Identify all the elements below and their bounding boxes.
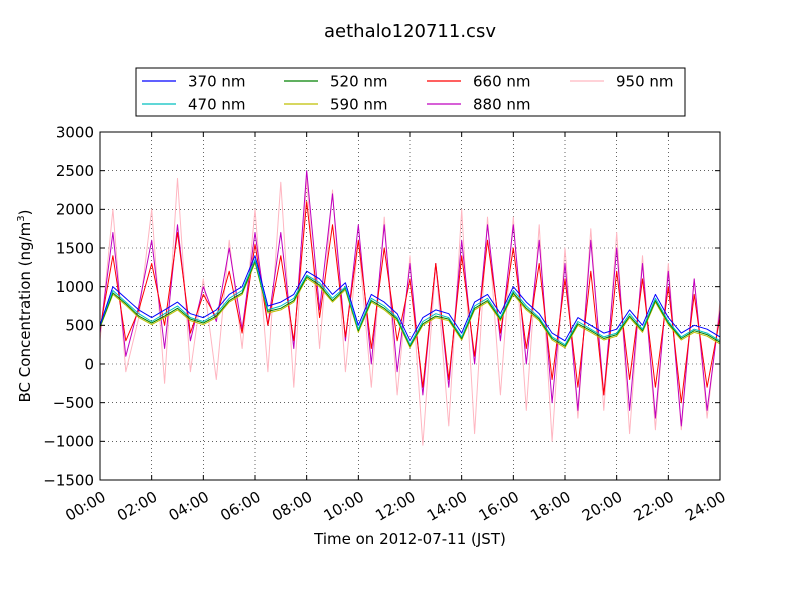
y-tick-label: −1500	[43, 471, 94, 489]
x-tick-label: 10:00	[321, 488, 367, 525]
y-tick-label: 500	[65, 317, 94, 335]
series-line-590-nm	[99, 262, 721, 349]
y-tick-labels: −1500 −1000 −500 0 500 1000 1500 2000 2500 3000	[43, 123, 94, 489]
x-tick-label: 12:00	[372, 488, 418, 525]
legend: 370 nm 470 nm 520 nm 590 nm 660 nm 880 nm 950 …	[135, 67, 686, 117]
y-tick-label: −1000	[43, 433, 94, 451]
x-tick-labels: 00:00 02:00 04:00 06:00 08:00 10:00 12:00 14:00…	[62, 488, 728, 525]
x-tick-label: 08:00	[269, 488, 315, 525]
x-tick-label: 18:00	[527, 488, 573, 525]
x-tick-label: 00:00	[62, 488, 108, 525]
series-line-950-nm	[99, 177, 721, 446]
series-line-370-nm	[99, 255, 721, 342]
series-line-470-nm	[99, 259, 721, 346]
legend-label: 590 nm	[330, 95, 388, 113]
y-axis-label: BC Concentration (ng/m3)	[16, 210, 34, 403]
y-tick-label: 2500	[56, 162, 94, 180]
legend-label: 950 nm	[616, 72, 674, 90]
y-axis-label-main: BC Concentration (ng/m	[16, 222, 34, 403]
y-tick-label: −500	[53, 394, 94, 412]
y-axis-label-tail: )	[16, 210, 34, 216]
x-tick-label: 16:00	[476, 488, 522, 525]
y-tick-label: 1000	[56, 278, 94, 296]
legend-label: 880 nm	[473, 95, 531, 113]
series-layer	[99, 170, 721, 446]
y-tick-label: 2000	[56, 201, 94, 219]
legend-label: 660 nm	[473, 72, 531, 90]
y-axis-label-superscript: 3	[16, 215, 27, 221]
x-tick-label: 24:00	[682, 488, 728, 525]
legend-label: 370 nm	[188, 72, 246, 90]
legend-label: 520 nm	[330, 72, 388, 90]
chart-title: aethalo120711.csv	[324, 21, 496, 42]
x-tick-label: 14:00	[424, 488, 470, 525]
series-line-880-nm	[99, 170, 721, 427]
y-tick-label: 1500	[56, 239, 94, 257]
y-tick-label: 0	[84, 355, 94, 373]
x-tick-label: 02:00	[114, 488, 160, 525]
legend-label: 470 nm	[188, 95, 246, 113]
plot-area	[99, 131, 721, 481]
series-line-520-nm	[99, 260, 721, 347]
x-tick-label: 04:00	[166, 488, 212, 525]
x-tick-label: 20:00	[579, 488, 625, 525]
legend-box	[135, 67, 686, 117]
y-tick-label: 3000	[56, 123, 94, 141]
x-axis-label: Time on 2012-07-11 (JST)	[313, 530, 506, 548]
x-tick-label: 06:00	[217, 488, 263, 525]
series-line-660-nm	[99, 201, 721, 404]
plot-frame	[99, 131, 721, 481]
x-tick-label: 22:00	[631, 488, 677, 525]
